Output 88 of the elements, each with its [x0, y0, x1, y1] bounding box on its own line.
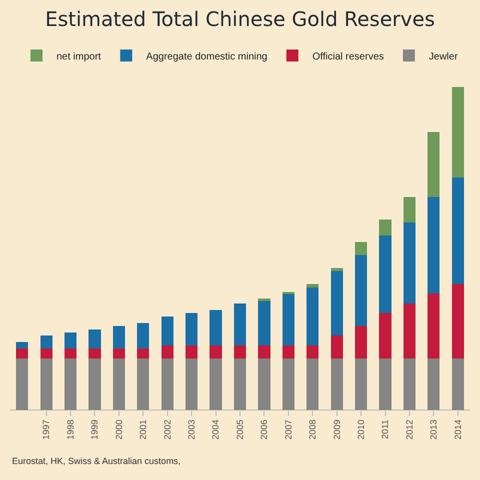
- bar: [306, 345, 319, 358]
- x-tick-label: 2008: [308, 420, 318, 440]
- bar: [137, 348, 150, 358]
- x-tick-label: 1999: [90, 420, 100, 440]
- bar: [234, 303, 246, 346]
- bar: [112, 326, 125, 349]
- bar: [379, 358, 392, 410]
- bar: [282, 358, 294, 410]
- bar: [330, 336, 343, 358]
- x-tick-label: 2009: [332, 420, 342, 440]
- bar: [355, 242, 368, 255]
- bar: [403, 222, 416, 304]
- chart-title: Estimated Total Chinese Gold Reserves: [45, 7, 435, 31]
- bar: [403, 358, 416, 410]
- bar: [428, 196, 440, 294]
- bar: [137, 358, 150, 410]
- bar: [210, 345, 222, 358]
- bar: [186, 313, 198, 346]
- bar: [330, 268, 343, 272]
- bar: [16, 342, 28, 349]
- bar: [112, 348, 125, 358]
- x-tick-label: 2011: [380, 420, 390, 439]
- x-tick-label: 1997: [41, 420, 52, 440]
- bar: [161, 345, 174, 358]
- legend-label: Official reserves: [312, 51, 384, 62]
- bar: [403, 196, 416, 223]
- bar: [428, 132, 440, 197]
- bar: [282, 294, 294, 346]
- bar: [234, 358, 246, 410]
- bar: [258, 358, 270, 410]
- bar: [16, 348, 28, 358]
- x-tick-label: 2014: [452, 420, 463, 440]
- bar: [306, 284, 319, 288]
- x-tick-label: 1998: [65, 420, 76, 440]
- bar: [330, 358, 343, 410]
- bar: [186, 358, 198, 410]
- x-tick-label: 2001: [138, 420, 148, 440]
- bar: [64, 332, 77, 349]
- bar: [64, 348, 77, 358]
- bar: [355, 358, 368, 410]
- bar: [161, 316, 174, 346]
- bar: [452, 284, 464, 358]
- bar: [452, 358, 464, 410]
- x-tick-label: 2010: [356, 420, 366, 440]
- bar: [210, 310, 222, 346]
- bar: [137, 322, 150, 349]
- bar: [355, 254, 368, 326]
- x-tick-label: 2005: [234, 420, 245, 440]
- bar: [186, 345, 198, 358]
- bar: [88, 348, 101, 358]
- bar: [88, 358, 101, 410]
- legend-label: Jewler: [428, 51, 458, 62]
- bar: [112, 358, 125, 410]
- x-tick-label: 2002: [162, 420, 172, 440]
- bar: [379, 313, 392, 358]
- bar: [428, 294, 440, 358]
- bar: [64, 358, 77, 410]
- x-tick-label: 2013: [428, 420, 439, 440]
- x-tick-label: 2003: [186, 420, 197, 440]
- bar: [234, 345, 246, 358]
- legend-label: net import: [56, 51, 102, 62]
- bar: [403, 303, 416, 358]
- bar: [88, 329, 101, 349]
- text: Eurostat, HK, Swiss & Australian customs,: [12, 456, 181, 466]
- bar: [210, 358, 222, 410]
- bar: [330, 271, 343, 336]
- bar: [40, 358, 52, 410]
- bar: [452, 87, 464, 178]
- bar: [306, 287, 319, 346]
- x-tick-label: 2000: [114, 420, 124, 440]
- bar: [306, 358, 319, 410]
- bar: [282, 345, 294, 358]
- bar: [161, 358, 174, 410]
- bar: [40, 336, 52, 349]
- x-tick-label: 2006: [259, 420, 270, 440]
- x-tick-label: 2004: [210, 420, 221, 440]
- bar: [258, 345, 270, 358]
- legend-label: Aggregate domestic mining: [146, 51, 268, 62]
- bar: [379, 219, 392, 236]
- x-tick-label: 2012: [404, 420, 414, 440]
- bar: [16, 358, 28, 410]
- bar: [258, 300, 270, 346]
- bar: [355, 326, 368, 358]
- bar: [379, 236, 392, 314]
- x-tick-label: 2007: [283, 420, 294, 440]
- bar: [40, 348, 52, 358]
- bar: [428, 358, 440, 410]
- bar: [452, 177, 464, 284]
